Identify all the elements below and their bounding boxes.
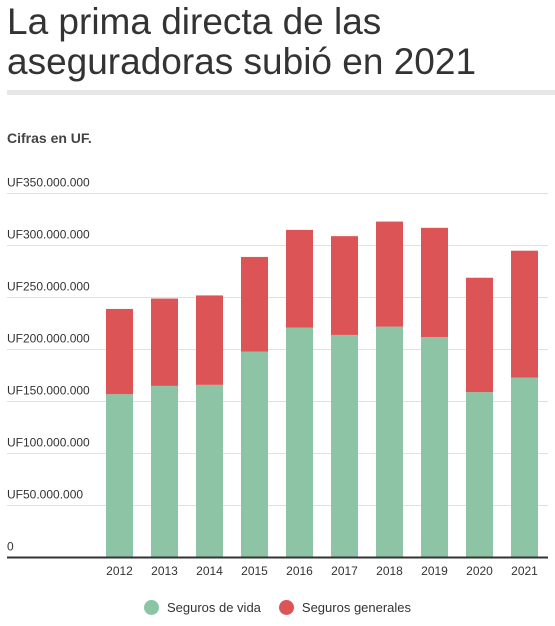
x-tick-label: 2019 — [421, 564, 448, 578]
bars — [106, 221, 538, 558]
bar-seguros-vida — [511, 377, 538, 558]
legend-swatch-vida — [143, 600, 159, 615]
bar-seguros-vida — [196, 384, 223, 558]
y-tick-label: UF50.000.000 — [7, 488, 83, 502]
bar-seguros-generales — [466, 277, 493, 393]
x-tick-label: 2013 — [151, 564, 178, 578]
bar-seguros-vida — [421, 337, 448, 558]
stacked-bar-chart: 0 UF50.000.000 UF100.000.000 UF150.000.000 U… — [7, 176, 548, 579]
y-tick-label: 0 — [7, 540, 14, 554]
bar-seguros-vida — [331, 334, 358, 558]
bar-seguros-vida — [286, 327, 313, 558]
legend-label-vida: Seguros de vida — [166, 600, 261, 615]
chart-title: La prima directa de las aseguradoras sub… — [7, 1, 477, 82]
bar-seguros-generales — [331, 236, 358, 335]
x-tick-label: 2018 — [376, 564, 403, 578]
title-divider — [7, 90, 555, 95]
bar-seguros-generales — [106, 308, 133, 395]
bar-seguros-vida — [466, 392, 493, 558]
gridlines — [7, 193, 548, 506]
x-tick-label: 2012 — [106, 564, 133, 578]
x-tick-label: 2016 — [286, 564, 313, 578]
bar-seguros-vida — [241, 351, 268, 558]
legend: Seguros de vida Seguros generales — [0, 600, 555, 615]
x-tick-label: 2021 — [511, 564, 538, 578]
y-tick-label: UF200.000.000 — [7, 332, 90, 346]
bar-seguros-generales — [196, 295, 223, 385]
x-tick-label: 2017 — [331, 564, 358, 578]
x-tick-label: 2020 — [466, 564, 493, 578]
bar-seguros-generales — [241, 256, 268, 352]
y-tick-label: UF300.000.000 — [7, 228, 90, 242]
x-tick-label: 2014 — [196, 564, 223, 578]
legend-item-generales: Seguros generales — [278, 600, 412, 615]
chart-subtitle: Cifras en UF. — [7, 130, 92, 146]
y-tick-label: UF250.000.000 — [7, 280, 90, 294]
bar-seguros-generales — [151, 298, 178, 386]
tick-labels: 0 UF50.000.000 UF100.000.000 UF150.000.000 U… — [7, 176, 538, 579]
bar-seguros-vida — [151, 385, 178, 558]
y-tick-label: UF150.000.000 — [7, 384, 90, 398]
bar-seguros-vida — [376, 326, 403, 558]
y-tick-label: UF100.000.000 — [7, 436, 90, 450]
legend-swatch-generales — [278, 600, 294, 615]
bar-seguros-vida — [106, 394, 133, 558]
legend-item-vida: Seguros de vida — [143, 600, 261, 615]
bar-seguros-generales — [376, 221, 403, 327]
bar-seguros-generales — [286, 229, 313, 328]
bar-seguros-generales — [511, 250, 538, 378]
y-tick-label: UF350.000.000 — [7, 176, 90, 190]
legend-label-generales: Seguros generales — [301, 600, 412, 615]
x-tick-label: 2015 — [241, 564, 268, 578]
bar-seguros-generales — [421, 227, 448, 338]
